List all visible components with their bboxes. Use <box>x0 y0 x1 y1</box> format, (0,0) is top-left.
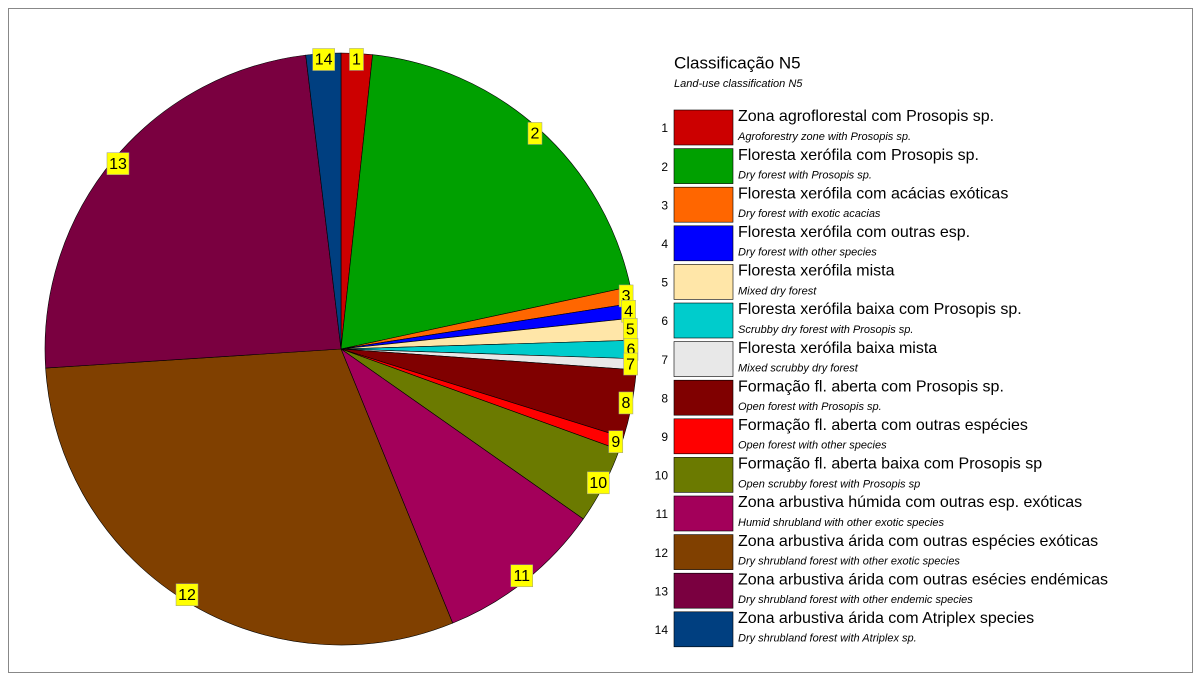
slice-label-box <box>510 564 534 588</box>
legend-swatch <box>673 457 734 493</box>
slice-label-box <box>312 48 335 71</box>
legend-id: 14 <box>655 623 669 637</box>
legend-id: 2 <box>661 160 668 174</box>
slice-label-box <box>587 471 610 495</box>
legend-name: Formação fl. aberta baixa com Prosopis s… <box>738 456 1042 473</box>
legend-name-en: Mixed scrubby dry forest <box>738 363 859 375</box>
legend-name-en: Open scrubby forest with Prosopis sp <box>738 478 920 490</box>
legend-name: Zona arbustiva árida com outras espécies… <box>738 533 1098 550</box>
legend-name: Zona arbustiva húmida com outras esp. ex… <box>738 494 1082 511</box>
slice-label: 9 <box>611 434 620 451</box>
slice-label-box <box>623 352 638 376</box>
slice-label: 14 <box>315 52 333 69</box>
legend-name: Zona arbustiva árida com Atriplex specie… <box>738 610 1034 627</box>
legend-name-en: Open forest with Prosopis sp. <box>738 401 882 413</box>
slice-label: 11 <box>513 568 530 585</box>
legend-name-en: Dry forest with exotic acacias <box>738 208 881 220</box>
slice-label-box <box>608 430 624 453</box>
legend-swatch <box>673 109 734 146</box>
legend-id: 3 <box>661 198 668 212</box>
slice-label-box <box>175 583 199 606</box>
legend-name-en: Humid shrubland with other exotic specie… <box>738 517 945 529</box>
legend-id: 10 <box>655 469 669 483</box>
legend-swatch <box>673 534 734 570</box>
legend-id: 7 <box>661 353 668 367</box>
legend-swatch <box>673 148 734 184</box>
legend-id: 12 <box>655 546 669 560</box>
legend-name: Zona arbustiva árida com outras esécies … <box>738 571 1108 588</box>
slice-label-box <box>527 122 543 145</box>
slice-label: 4 <box>624 303 633 320</box>
legend-swatch <box>673 572 734 609</box>
slice-label: 3 <box>622 288 631 305</box>
legend-swatch <box>673 341 734 377</box>
legend-name: Floresta xerófila mista <box>738 263 895 280</box>
legend-name: Floresta xerófila baixa com Prosopis sp. <box>738 301 1022 318</box>
legend-name-en: Dry shrubland forest with Atriplex sp. <box>738 633 917 645</box>
slice-label: 5 <box>626 322 635 339</box>
legend-title: Classificação N5 <box>674 53 801 72</box>
slice-label: 12 <box>178 587 196 604</box>
slice-label: 7 <box>626 356 635 373</box>
legend-swatch <box>673 302 734 339</box>
legend-name: Zona agroflorestal com Prosopis sp. <box>738 108 994 125</box>
legend-id: 4 <box>661 237 668 251</box>
legend-swatch <box>673 264 734 300</box>
slice-label: 10 <box>589 475 607 492</box>
slice-label-box <box>106 152 130 175</box>
legend-swatch <box>673 418 734 455</box>
legend-subtitle: Land-use classification N5 <box>674 78 803 90</box>
slice-label-box <box>349 48 364 71</box>
legend-swatch <box>673 186 734 223</box>
legend-name-en: Agroforestry zone with Prosopis sp. <box>737 131 911 143</box>
legend-name-en: Dry forest with Prosopis sp. <box>738 170 872 182</box>
legend-name-en: Mixed dry forest <box>738 285 817 297</box>
slice-label: 1 <box>352 52 361 69</box>
legend-name: Floresta xerófila com outras esp. <box>738 224 970 241</box>
slice-label: 13 <box>109 156 127 173</box>
legend-id: 6 <box>661 314 668 328</box>
slice-label: 2 <box>531 126 540 143</box>
legend-id: 8 <box>661 391 668 405</box>
legend-id: 11 <box>656 507 669 521</box>
slice-label: 8 <box>621 395 630 412</box>
legend-id: 1 <box>661 121 668 135</box>
slice-label: 6 <box>627 342 636 359</box>
legend-name: Floresta xerófila com Prosopis sp. <box>738 147 979 164</box>
legend-name-en: Dry shrubland forest with other exotic s… <box>738 556 960 568</box>
legend-name-en: Dry shrubland forest with other endemic … <box>738 594 973 606</box>
legend-name: Formação fl. aberta com outras espécies <box>738 417 1028 434</box>
legend-swatch <box>673 379 734 416</box>
legend-swatch <box>673 611 734 648</box>
legend-name: Floresta xerófila baixa mista <box>738 340 937 357</box>
legend-name-en: Open forest with other species <box>738 440 887 452</box>
legend-name-en: Dry forest with other species <box>738 247 877 259</box>
legend-swatch <box>673 495 734 532</box>
legend-name: Formação fl. aberta com Prosopis sp. <box>738 378 1004 395</box>
slice-label-box <box>618 391 634 415</box>
legend-name: Floresta xerófila com acácias exóticas <box>738 185 1008 202</box>
legend-swatch <box>673 225 734 262</box>
legend-id: 5 <box>661 276 668 290</box>
legend-name-en: Scrubby dry forest with Prosopis sp. <box>738 324 913 336</box>
legend-id: 9 <box>661 430 668 444</box>
legend-id: 13 <box>655 584 669 598</box>
